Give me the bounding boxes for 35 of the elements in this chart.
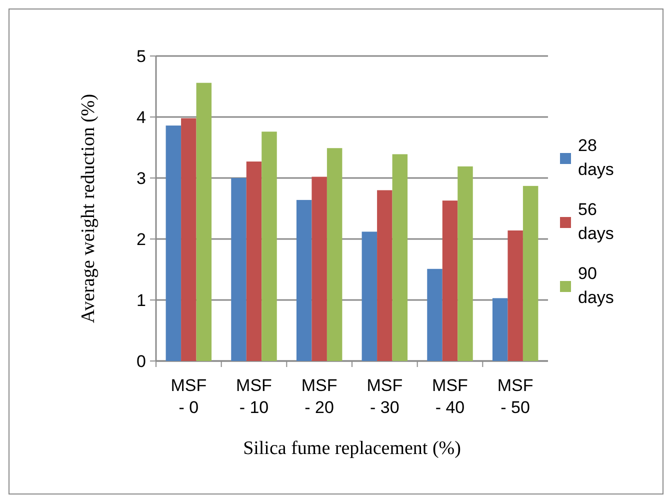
bar	[166, 126, 182, 361]
bar	[458, 166, 473, 361]
bar	[508, 230, 523, 361]
bar	[492, 298, 508, 361]
bar	[442, 200, 458, 361]
bar	[522, 186, 538, 361]
x-tick-label: MSF - 40	[432, 376, 468, 417]
x-tick-label: MSF - 20	[301, 376, 338, 417]
bar	[392, 154, 408, 361]
bar	[427, 268, 442, 361]
y-axis-title: Average weight reduction (%)	[78, 94, 99, 324]
bar	[362, 232, 378, 361]
bar	[231, 178, 246, 361]
x-tick-label: MSF - 0	[170, 376, 207, 417]
legend-label: 28 days	[578, 136, 614, 179]
bar	[246, 162, 262, 361]
bar	[326, 148, 342, 361]
y-tick-label: 0	[136, 352, 146, 371]
x-axis-title: Silica fume replacement (%)	[243, 438, 461, 459]
x-tick-label: MSF - 50	[497, 376, 534, 417]
bar	[196, 82, 212, 361]
y-tick-label: 3	[136, 168, 146, 188]
x-tick-label: MSF - 30	[366, 376, 403, 417]
y-tick-label: 2	[136, 230, 146, 249]
y-tick-label: 1	[136, 290, 146, 310]
bar	[377, 190, 392, 361]
bar	[312, 176, 327, 361]
bar	[181, 118, 196, 361]
legend-label: 56 days	[578, 200, 614, 243]
bar	[296, 200, 312, 361]
y-tick-label: 5	[136, 46, 146, 66]
legend-label: 90 days	[578, 264, 614, 307]
bar	[262, 132, 277, 361]
y-tick-label: 4	[136, 108, 146, 127]
x-tick-label: MSF - 10	[236, 376, 272, 417]
